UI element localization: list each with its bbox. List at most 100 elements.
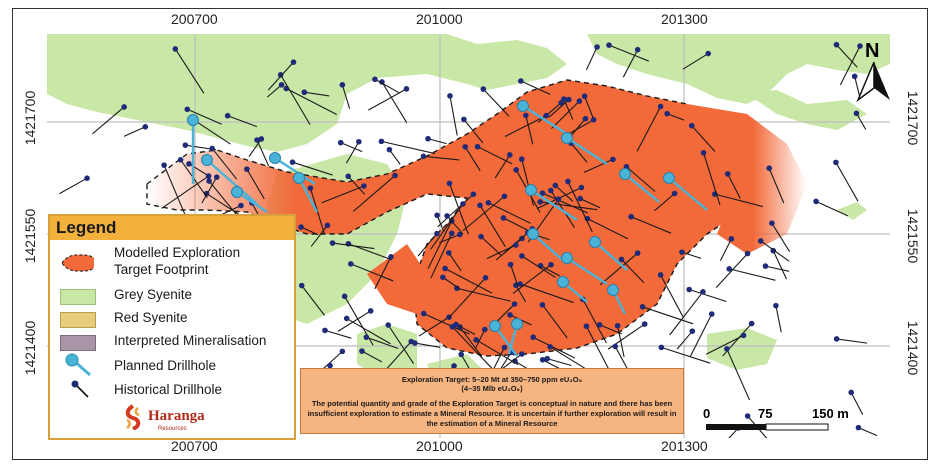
historical-drillhole-trace	[540, 265, 560, 277]
historical-drillhole-collar	[548, 187, 554, 194]
historical-drillhole-trace	[520, 80, 551, 95]
historical-drillhole-collar	[537, 199, 543, 205]
historical-drillhole-collar	[363, 334, 370, 341]
historical-drillhole-trace	[510, 264, 519, 287]
historical-drillhole-trace	[714, 193, 764, 208]
historical-drillhole-trace	[521, 255, 556, 278]
historical-drillhole-trace	[854, 76, 861, 97]
historical-drillhole-trace	[436, 215, 445, 233]
historical-drillhole-collar	[278, 82, 285, 88]
historical-drillhole-trace	[636, 106, 662, 152]
historical-drillhole-collar	[307, 185, 314, 191]
planned-drillhole-trace	[522, 104, 568, 136]
legend-label-grey-syenite: Grey Syenite	[114, 287, 193, 302]
historical-drillhole-collar	[500, 215, 507, 221]
historical-drillhole-trace	[642, 306, 694, 325]
historical-drillhole-collar	[461, 116, 467, 123]
historical-drillhole-collar	[517, 281, 523, 287]
historical-drillhole-trace	[206, 193, 244, 218]
historical-drillhole-collar	[343, 315, 350, 322]
historical-drillhole-collar	[238, 202, 244, 209]
planned-drillhole-collar	[561, 132, 573, 144]
planned-drillhole-collar	[517, 100, 529, 112]
scale-label-150: 150 m	[812, 406, 849, 421]
historical-drillhole-trace	[227, 115, 258, 128]
historical-drillhole-collar	[213, 174, 220, 180]
historical-drillhole-trace	[480, 236, 502, 256]
historical-drillhole-trace	[630, 216, 672, 234]
historical-drillhole-trace	[352, 175, 396, 212]
historical-drillhole-collar	[848, 389, 854, 396]
historical-drillhole-trace	[341, 84, 351, 110]
historical-drillhole-trace	[660, 274, 684, 317]
planned-drillhole-icon	[65, 353, 91, 377]
historical-drillhole-collar	[610, 156, 616, 163]
historical-drillhole-collar	[558, 100, 564, 106]
historical-drillhole-collar	[451, 363, 457, 369]
historical-drillhole-collar	[507, 152, 513, 158]
planned-drillhole-collar	[489, 320, 501, 332]
exploration-target-footprint	[146, 79, 807, 357]
northing-label-left-2: 1421550	[22, 208, 38, 264]
historical-drillhole-collar	[501, 344, 508, 351]
historical-drillhole-collar	[121, 104, 127, 110]
planned-drillhole-collar	[231, 186, 243, 198]
historical-drillhole-collar	[142, 123, 149, 130]
historical-drillhole-collar	[744, 413, 751, 419]
historical-drillhole-collar	[544, 355, 551, 362]
historical-drillhole-collar	[641, 321, 648, 327]
historical-drillhole-collar	[367, 308, 374, 314]
planned-drillhole-collar	[525, 184, 537, 196]
historical-drillhole-trace	[350, 263, 394, 282]
planned-drillhole-trace	[236, 191, 268, 213]
historical-drillhole-collar	[686, 286, 692, 293]
historical-drillhole-trace	[542, 192, 588, 214]
historical-drillhole-trace	[654, 193, 675, 212]
scale-label-0: 0	[703, 406, 711, 421]
easting-label-bottom-2: 201000	[416, 438, 463, 454]
historical-drillhole-collar	[576, 98, 583, 104]
historical-drillhole-collar	[480, 86, 487, 92]
historical-drillhole-trace	[201, 176, 218, 204]
historical-drillhole-trace	[417, 233, 438, 257]
historical-drillhole-trace	[715, 253, 748, 288]
planned-drillhole-trace	[297, 177, 319, 213]
historical-drillhole-trace	[388, 149, 401, 165]
legend-label-red-syenite: Red Syenite	[114, 310, 188, 325]
historical-drillhole-trace	[768, 168, 785, 204]
historical-drillhole-trace	[340, 142, 363, 153]
historical-drillhole-collar	[392, 172, 398, 179]
legend-item-historical: Historical Drillhole	[50, 379, 296, 401]
historical-drillhole-collar	[539, 190, 546, 196]
historical-drillhole-collar	[329, 240, 336, 246]
historical-drillhole-trace	[681, 251, 702, 259]
historical-drillhole-collar	[420, 310, 427, 317]
historical-drillhole-trace	[361, 350, 383, 363]
historical-drillhole-collar	[205, 173, 212, 179]
historical-drillhole-collar	[581, 93, 588, 100]
historical-drillhole-collar	[583, 323, 590, 329]
easting-label-bottom-1: 200700	[171, 438, 218, 454]
historical-drillhole-trace	[689, 313, 713, 357]
historical-drillhole-collar	[206, 178, 212, 184]
historical-drillhole-collar	[425, 135, 431, 142]
scale-bar: 0 75 150 m	[700, 400, 849, 436]
historical-drillhole-trace	[689, 288, 727, 303]
historical-drillhole-trace	[266, 84, 282, 98]
historical-drillhole-trace	[726, 348, 751, 401]
easting-label-top-3: 201300	[661, 11, 708, 27]
historical-drillhole-collar	[769, 220, 775, 226]
planned-drillhole-collar	[607, 284, 619, 296]
planned-drillhole-collar	[619, 168, 631, 180]
historical-drillhole-trace	[163, 164, 186, 216]
historical-drillhole-collar	[412, 340, 418, 346]
historical-drillhole-trace	[442, 276, 461, 290]
historical-drillhole-collar	[530, 334, 536, 341]
historical-drillhole-collar	[385, 322, 392, 328]
historical-drillhole-collar	[186, 161, 192, 167]
historical-drillhole-collar	[606, 42, 612, 48]
historical-drillhole-trace	[464, 146, 481, 172]
target-footprint-swatch	[61, 254, 94, 272]
historical-drillhole-trace	[599, 252, 638, 286]
planned-drillhole-trace	[206, 159, 258, 205]
